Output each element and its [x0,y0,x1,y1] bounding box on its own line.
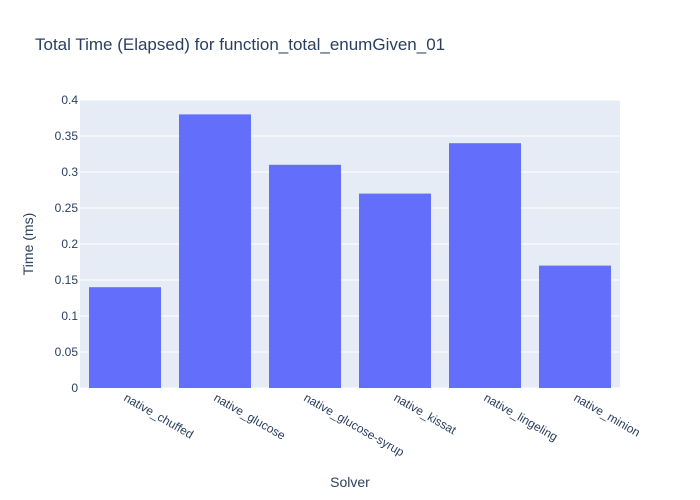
bar-native_glucose [179,114,251,389]
bar-native_minion [539,265,611,388]
bar-native_kissat [359,193,431,388]
x-tick-label: native_chuffed [122,390,196,441]
x-tick-label: native_lingeling [482,390,561,443]
x-tick-label: native_glucose-syrup [302,390,407,459]
gridlines [80,99,620,389]
y-tick-label: 0.2 [61,237,78,251]
x-tick-label: native_glucose [212,390,289,442]
y-tick-label: 0 [71,381,78,395]
bar-native_glucose-syrup [269,164,341,388]
x-tick-label: native_kissat [392,390,460,437]
y-tick-label: 0.15 [55,273,79,287]
bar-native_chuffed [89,287,161,388]
y-tick-label: 0.25 [55,201,79,215]
y-axis-title: Time (ms) [20,213,36,275]
y-tick-label: 0.1 [61,309,78,323]
y-tick-label: 0.35 [55,129,79,143]
x-axis-title: Solver [330,474,370,490]
y-tick-labels: 0 0.05 0.1 0.15 0.2 0.25 0.3 0.35 0.4 [55,93,79,395]
x-tick-labels: native_chuffed native_glucose native_gluco… [122,390,643,459]
bar-native_lingeling [449,143,521,388]
y-tick-label: 0.4 [61,93,78,107]
x-tick-label: native_minion [572,390,643,439]
y-tick-label: 0.3 [61,165,78,179]
bars [89,114,611,389]
y-tick-label: 0.05 [55,345,79,359]
chart-title: Total Time (Elapsed) for function_total_… [35,35,445,54]
